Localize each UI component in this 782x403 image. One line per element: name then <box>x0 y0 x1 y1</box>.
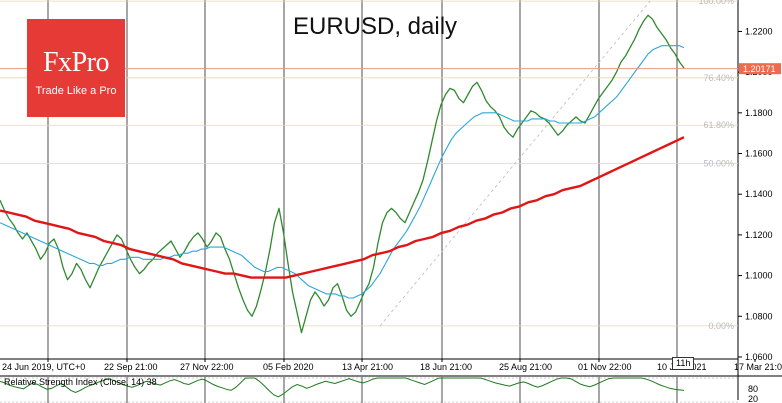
x-tick-label: 18 Jun 21:00 <box>420 362 472 372</box>
current-price-label: 1.20171 <box>743 64 776 74</box>
logo-tagline: Trade Like a Pro <box>35 85 117 97</box>
y-tick-label: 1.2200 <box>745 26 773 36</box>
x-tick-label: 25 Aug 21:00 <box>499 362 552 372</box>
chart-title: EURUSD, daily <box>293 13 458 40</box>
y-tick-label: 1.1800 <box>745 108 773 118</box>
fib-level-label: 100.00% <box>698 0 734 6</box>
x-tick-label: 01 Nov 22:00 <box>578 362 632 372</box>
x-tick-label: 17 Mar 21:00 <box>734 362 782 372</box>
rsi-line <box>0 377 685 398</box>
fxpro-logo: FxPro Trade Like a Pro <box>27 19 125 117</box>
series-line-ma-slow <box>0 136 685 279</box>
x-tick-label: 05 Feb 2020 <box>263 362 314 372</box>
x-tick-label: 24 Jun 2019, UTC+0 <box>2 362 85 372</box>
y-tick-label: 1.0600 <box>745 352 773 362</box>
fib-level-label: 0.00% <box>708 321 734 331</box>
bar-countdown: 11h <box>672 357 695 370</box>
y-tick-label: 1.0800 <box>745 311 773 321</box>
y-tick-label: 1.1000 <box>745 271 773 281</box>
fib-level-label: 76.40% <box>703 73 734 83</box>
y-tick-label: 1.1400 <box>745 189 773 199</box>
x-tick-label: 22 Sep 21:00 <box>104 362 158 372</box>
y-tick-label: 1.1600 <box>745 149 773 159</box>
rsi-tick-label: 80 <box>748 384 758 394</box>
y-tick-label: 1.1200 <box>745 230 773 240</box>
series-line-ma-fast <box>0 45 685 299</box>
rsi-tick-label: 20 <box>748 394 758 403</box>
x-tick-label: 13 Apr 21:00 <box>342 362 393 372</box>
logo-brand: FxPro <box>43 47 109 78</box>
rsi-title: Relative Strength Index (Close, 14) 38 <box>4 377 157 387</box>
current-price-badge <box>739 63 781 75</box>
fib-trend-line <box>379 0 651 327</box>
x-tick-label: 27 Nov 22:00 <box>180 362 234 372</box>
fib-level-label: 61.80% <box>703 120 734 130</box>
fib-level-label: 50.00% <box>703 158 734 168</box>
